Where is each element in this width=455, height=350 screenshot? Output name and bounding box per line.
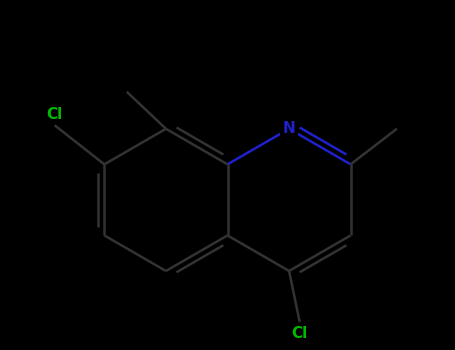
Text: Cl: Cl	[292, 326, 308, 341]
Text: N: N	[283, 121, 295, 136]
Text: Cl: Cl	[46, 107, 63, 122]
